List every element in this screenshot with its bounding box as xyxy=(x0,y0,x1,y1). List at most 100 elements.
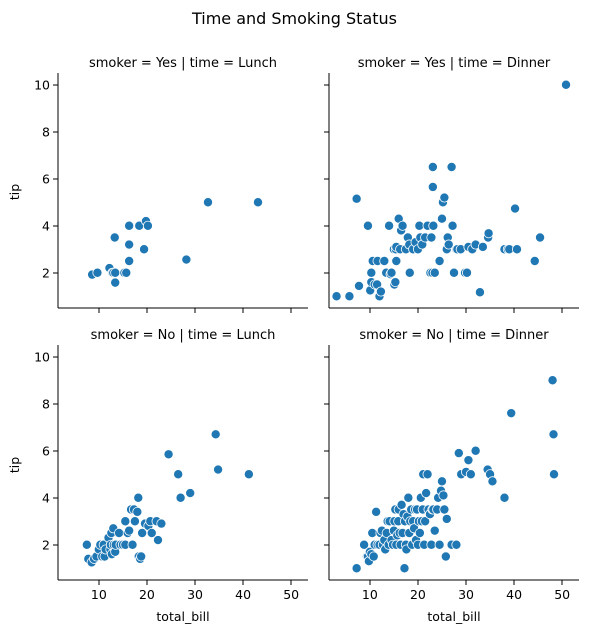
x-tick-label: 50 xyxy=(283,587,299,602)
y-tick-label: 10 xyxy=(34,349,50,364)
data-point xyxy=(441,513,452,524)
data-point xyxy=(465,469,476,480)
panel-yes-dinner: smoker = Yes | time = Dinner xyxy=(331,56,572,302)
y-tick-label: 6 xyxy=(42,443,50,458)
panel-no-dinner: smoker = No | time = Dinner xyxy=(351,328,560,574)
y-tick-label: 4 xyxy=(42,218,50,233)
data-point xyxy=(81,539,92,550)
data-point xyxy=(426,232,437,243)
y-tick-label: 6 xyxy=(42,171,50,186)
data-point xyxy=(109,232,120,243)
data-point xyxy=(351,193,362,204)
data-point xyxy=(510,203,521,214)
data-point xyxy=(137,528,148,539)
data-point xyxy=(173,469,184,480)
x-tick-label: 20 xyxy=(410,587,426,602)
data-point xyxy=(434,539,445,550)
x-tick-label: 40 xyxy=(506,587,522,602)
data-point xyxy=(386,267,397,278)
data-point xyxy=(448,267,459,278)
data-point xyxy=(213,464,224,475)
data-point xyxy=(132,506,143,517)
data-point xyxy=(136,551,147,562)
data-point xyxy=(506,408,517,419)
x-axis-label-left: total_bill xyxy=(156,609,209,624)
y-tick-label: 4 xyxy=(42,490,50,505)
x-tick-label: 40 xyxy=(235,587,251,602)
x-tick-label: 30 xyxy=(458,587,474,602)
data-point xyxy=(384,220,395,231)
x-axis-label-right: total_bill xyxy=(427,609,480,624)
data-point xyxy=(414,528,425,539)
points-no-lunch xyxy=(81,429,254,568)
data-point xyxy=(156,518,167,529)
panel-title-yes-lunch: smoker = Yes | time = Lunch xyxy=(89,56,277,71)
data-point xyxy=(561,79,572,90)
data-point xyxy=(124,220,135,231)
data-point xyxy=(511,244,522,255)
data-point xyxy=(351,563,362,574)
data-point xyxy=(163,449,174,460)
y-tick-label: 8 xyxy=(42,396,50,411)
data-point xyxy=(124,255,135,266)
data-point xyxy=(375,286,386,297)
data-point xyxy=(92,267,103,278)
data-point xyxy=(114,528,125,539)
points-no-dinner xyxy=(351,375,560,574)
data-point xyxy=(404,267,415,278)
data-point xyxy=(353,280,364,291)
data-point xyxy=(202,197,213,208)
y-tick-label: 2 xyxy=(42,537,50,552)
data-point xyxy=(185,488,196,499)
data-point xyxy=(436,476,447,487)
data-point xyxy=(379,255,390,266)
panel-title-yes-dinner: smoker = Yes | time = Dinner xyxy=(358,56,551,71)
data-point xyxy=(368,551,379,562)
data-point xyxy=(474,287,485,298)
data-point xyxy=(120,516,131,527)
data-point xyxy=(397,220,408,231)
data-point xyxy=(396,499,407,510)
data-point xyxy=(547,375,558,386)
axes-layer: 2 4 6 8 10 2 4 6 8 10 10 20 30 40 50 10 20 30 40 50 xyxy=(34,73,579,602)
data-point xyxy=(436,213,447,224)
points-yes-dinner xyxy=(331,79,572,302)
chart-title: Time and Smoking Status xyxy=(191,9,397,28)
data-point xyxy=(535,232,546,243)
y-tick-label: 8 xyxy=(42,124,50,139)
data-point xyxy=(133,492,144,503)
data-point xyxy=(181,254,192,265)
data-point xyxy=(477,241,488,252)
data-point xyxy=(362,220,373,231)
y-tick-label: 10 xyxy=(34,77,50,92)
data-point xyxy=(391,255,402,266)
panel-title-no-dinner: smoker = No | time = Dinner xyxy=(359,328,549,343)
panel-yes-lunch: smoker = Yes | time = Lunch xyxy=(87,56,277,288)
data-point xyxy=(121,267,132,278)
data-point xyxy=(124,239,135,250)
y-axis-label-top: tip xyxy=(7,184,22,200)
data-point xyxy=(127,539,138,550)
data-point xyxy=(403,492,414,503)
data-point xyxy=(243,469,254,480)
x-tick-label: 30 xyxy=(187,587,203,602)
data-point xyxy=(483,228,494,239)
data-point xyxy=(175,492,186,503)
x-tick-label: 50 xyxy=(554,587,570,602)
data-point xyxy=(446,161,457,172)
data-point xyxy=(453,448,464,459)
panel-title-no-lunch: smoker = No | time = Lunch xyxy=(91,328,276,343)
data-point xyxy=(438,490,449,501)
y-axis-label-bottom: tip xyxy=(7,457,22,473)
data-point xyxy=(529,255,540,266)
data-point xyxy=(152,535,163,546)
x-tick-label: 10 xyxy=(91,587,107,602)
data-point xyxy=(428,220,439,231)
data-point xyxy=(110,277,121,288)
data-point xyxy=(390,277,401,288)
data-point xyxy=(422,469,433,480)
data-point xyxy=(451,539,462,550)
data-point xyxy=(548,429,559,440)
